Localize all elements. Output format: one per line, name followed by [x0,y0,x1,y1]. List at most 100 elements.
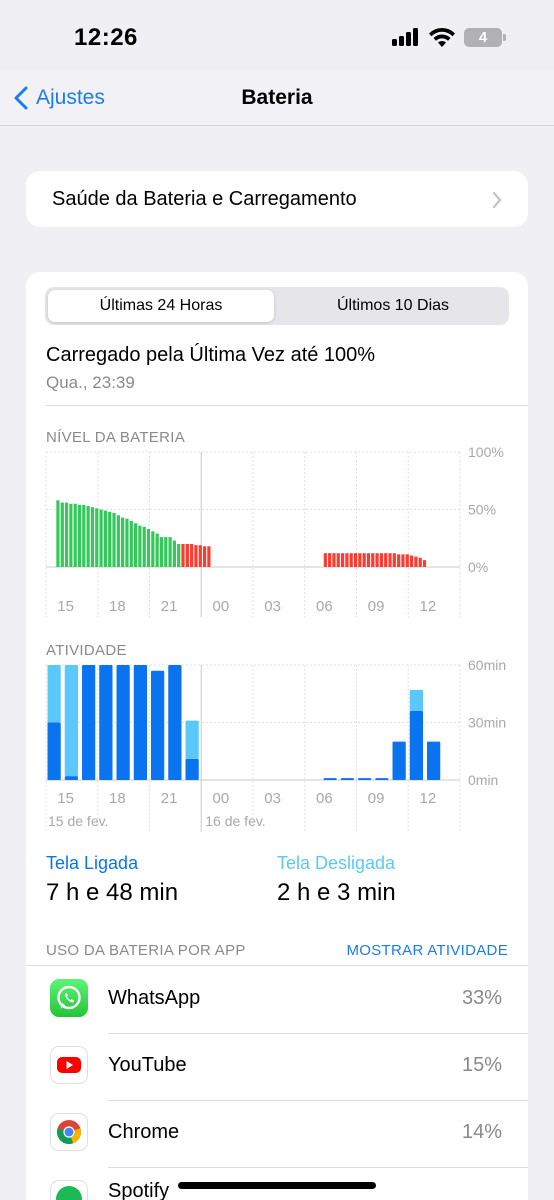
back-button[interactable]: Ajustes [14,80,105,116]
battery-level-bar [177,544,181,567]
battery-level-bar [146,529,151,567]
battery-level-bar [172,540,176,567]
battery-level-bar [384,553,388,567]
battery-level-bar [336,553,340,567]
x-tick-label: 21 [161,598,178,615]
last-charge-title: Carregado pela Última Vez até 100% [46,344,376,366]
app-usage-header: USO DA BATERIA POR APP [46,942,246,959]
x-tick-label: 09 [368,790,385,807]
battery-level-bar [116,515,120,567]
chevron-left-icon [14,86,28,110]
activity-bar-screen-on [340,778,354,780]
activity-bar-screen-on [392,741,406,780]
activity-bar-screen-on [409,711,423,780]
battery-level-bar [142,526,146,567]
activity-bar-screen-on [375,778,389,780]
wifi-icon [429,27,455,47]
battery-level-bar [401,554,405,567]
activity-bar-screen-on [82,665,96,780]
chevron-right-icon [492,191,502,209]
battery-level-bar [345,553,349,567]
x-tick-label: 21 [161,790,178,807]
battery-level-bar [181,544,185,567]
x-tick-label: 03 [264,598,281,615]
x-tick-label: 00 [213,598,230,615]
x-tick-label: 18 [109,790,126,807]
x-tick-label: 15 [57,790,74,807]
battery-level-bar [129,521,133,567]
battery-level-bar [328,553,332,567]
battery-level-bar [133,523,138,567]
battery-level-bar [125,518,129,567]
screen-on-label: Tela Ligada [46,853,139,873]
battery-level-bar [82,504,86,567]
y-tick-label: 60min [468,660,506,673]
battery-level-bar [73,503,77,567]
last-charge-date: Qua., 23:39 [46,373,135,392]
cellular-signal-icon [392,28,420,46]
activity-bar-screen-on [99,665,113,780]
app-name: Chrome [108,1121,180,1143]
app-row-youtube[interactable]: YouTube 15% [26,1034,528,1101]
chrome-icon [50,1113,88,1151]
battery-level-bar [103,510,107,567]
battery-level-bar [121,517,125,567]
battery-level-bar [138,525,142,567]
tab-last-10-days[interactable]: Últimos 10 Dias [336,297,450,314]
show-activity-button[interactable]: MOSTRAR ATIVIDADE [346,942,508,959]
battery-level-bar [422,560,427,567]
battery-level-bar [392,553,396,567]
battery-level-bar [332,553,336,567]
app-name: YouTube [108,1054,187,1076]
y-tick-label: 100% [468,447,504,460]
x-tick-label: 00 [213,790,230,807]
app-percent: 14% [461,1121,502,1143]
activity-bar-screen-on [427,741,441,780]
battery-level-bar [151,531,155,567]
battery-level-bar [108,511,112,567]
battery-usage-card: Últimas 24 Horas Últimos 10 Dias Carrega… [26,272,528,1200]
status-time: 12:26 [74,24,138,51]
battery-level-bar [198,545,202,567]
y-tick-label: 0min [468,772,498,788]
x-tick-label: 09 [368,598,385,615]
battery-level-bar [77,504,82,567]
whatsapp-icon [50,979,88,1017]
battery-level-bar [366,553,371,567]
battery-level-bar [56,500,60,567]
battery-level-chart-title: NÍVEL DA BATERIA [46,429,186,446]
app-row-chrome[interactable]: Chrome 14% [26,1101,528,1168]
battery-level-bar [340,553,345,567]
status-bar: 12:26 4 [0,0,554,70]
battery-level-bar [397,554,401,567]
x-tick-label: 12 [420,598,437,615]
activity-bar-screen-off [185,720,199,759]
tab-last-24-hours[interactable]: Últimas 24 Horas [48,290,274,322]
activity-bar-screen-on [64,776,78,780]
activity-bar-screen-on [185,758,199,780]
activity-bar-screen-off [409,689,423,711]
activity-chart-title: ATIVIDADE [46,642,127,659]
screen-on-value: 7 h e 48 min [46,879,179,906]
app-percent: 33% [461,987,502,1009]
battery-level-bar [414,556,418,567]
battery-level-bar [168,537,172,567]
activity-bar-screen-off [47,665,61,723]
battery-health-row[interactable]: Saúde da Bateria e Carregamento [26,171,528,227]
activity-chart: 60min 30min 0min 15 18 21 00 03 06 09 12 15 de fev.… [45,660,506,832]
app-row-spotify[interactable]: Spotify [26,1168,528,1200]
time-range-segmented-control: Últimas 24 Horas Últimos 10 Dias [45,287,509,325]
x-tick-label: 12 [420,790,437,807]
battery-level-bar [409,555,414,567]
page-title: Bateria [241,86,313,109]
battery-level-bar [95,508,99,567]
activity-bar-screen-on [168,665,182,780]
x-tick-label: 03 [264,790,281,807]
youtube-icon [50,1046,88,1084]
activity-bar-screen-off [64,665,78,777]
screen-off-label: Tela Desligada [277,853,396,873]
divider [26,965,528,966]
battery-level-bar [190,544,194,567]
app-row-whatsapp[interactable]: WhatsApp 33% [26,967,528,1034]
battery-level-bar [353,553,358,567]
